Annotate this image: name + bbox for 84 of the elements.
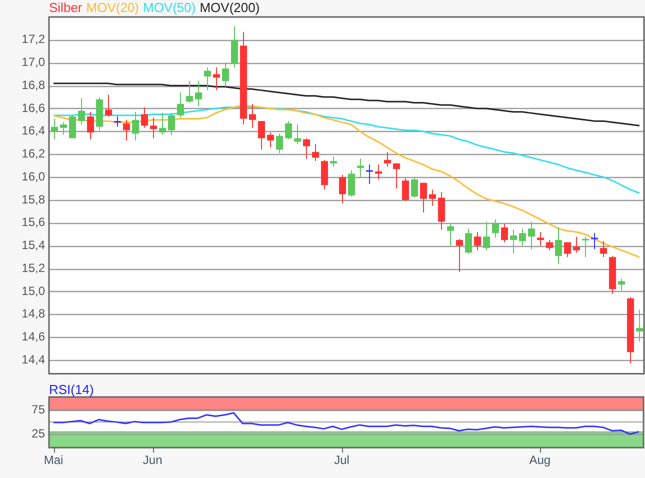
text: MOV(20) [86, 0, 139, 15]
y-tick-label: 16,0 [22, 169, 46, 184]
candlestick [510, 229, 517, 254]
candlestick [411, 176, 418, 198]
candlestick [492, 218, 499, 238]
candlestick [312, 143, 319, 162]
candlestick [339, 174, 346, 204]
candlestick [573, 236, 580, 254]
x-tick-label: Jul [334, 453, 350, 468]
candlestick [141, 106, 148, 128]
y-tick-label: 15,2 [22, 260, 46, 275]
candlestick [123, 119, 130, 142]
y-tick-label: 17,2 [22, 32, 46, 46]
candlestick [393, 162, 400, 190]
candlestick [357, 158, 364, 178]
candlestick [159, 112, 166, 136]
candlestick [366, 164, 373, 184]
candlestick [402, 178, 409, 202]
candlestick [87, 111, 94, 140]
y-tick-label: 15,6 [22, 215, 46, 230]
candlestick [285, 120, 292, 140]
candlestick [546, 240, 553, 251]
candlestick [258, 120, 265, 150]
candlestick [150, 117, 157, 139]
candlestick [447, 223, 454, 246]
text: MOV(50) [142, 0, 196, 15]
candlestick [636, 309, 643, 342]
candlestick [582, 236, 589, 258]
y-tick-label: 15,4 [22, 238, 46, 252]
y-tick-label: 17,0 [22, 55, 46, 70]
text: Silber [49, 0, 82, 15]
candlestick [132, 111, 139, 142]
candlestick [213, 66, 220, 91]
candlestick [519, 228, 526, 246]
candlestick [501, 223, 508, 243]
candlestick [564, 242, 571, 258]
y-tick-label: 25 [32, 426, 46, 440]
candlestick [465, 228, 472, 254]
y-tick-label: 14,8 [22, 306, 46, 321]
candlestick [555, 226, 562, 265]
candlestick [420, 182, 427, 214]
candlestick [51, 118, 58, 140]
candlestick [429, 189, 436, 206]
y-tick-label: 15,0 [22, 284, 46, 298]
y-tick-label: 16,4 [22, 124, 46, 138]
candlestick [600, 240, 607, 258]
y-tick-label: 14,6 [22, 330, 46, 344]
candlestick [348, 170, 355, 198]
y-tick-label: 16,8 [22, 78, 46, 92]
candlestick [78, 98, 85, 125]
candlestick [114, 116, 121, 128]
candlestick [276, 133, 283, 154]
text: MOV(200) [200, 0, 260, 15]
candlestick [483, 221, 490, 251]
candlestick [177, 92, 184, 118]
candlestick [303, 138, 310, 160]
x-tick-label: Jun [142, 453, 162, 468]
candlestick [294, 124, 301, 144]
candlestick [384, 151, 391, 168]
candlestick [195, 80, 202, 107]
candlestick [474, 231, 481, 251]
candlestick [528, 221, 535, 250]
candlestick [456, 238, 463, 273]
x-tick-label: Aug [529, 453, 551, 468]
x-tick-label: Mai [44, 453, 64, 468]
candlestick [618, 278, 625, 291]
candlestick [204, 66, 211, 91]
candlestick [69, 114, 76, 139]
candlestick [222, 62, 229, 88]
candlestick [330, 156, 337, 168]
y-tick-label: 75 [32, 402, 46, 416]
y-tick-label: 16,2 [22, 146, 46, 161]
candlestick [186, 80, 193, 104]
candlestick [105, 94, 112, 117]
y-tick-label: 15,8 [22, 192, 46, 206]
candlestick [267, 132, 274, 148]
candlestick [168, 112, 175, 136]
candlestick [537, 231, 544, 246]
y-tick-label: 14,4 [22, 352, 46, 366]
candlestick [249, 103, 256, 128]
y-tick-label: 16,6 [22, 100, 46, 115]
candlestick [60, 122, 67, 136]
chart-title: RSI(14) [49, 382, 94, 397]
candlestick [591, 232, 598, 250]
